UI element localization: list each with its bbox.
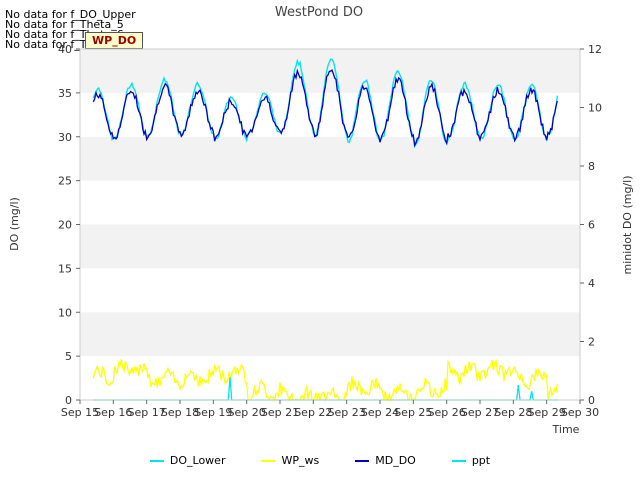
- y-tick-label: 10: [58, 306, 72, 319]
- y2-axis-label: minidot DO (mg/l): [621, 176, 634, 275]
- legend-item: DO_Lower: [149, 454, 226, 467]
- series-line-ppt: [93, 377, 559, 401]
- x-tick-label: Sep 18: [161, 406, 199, 419]
- legend: DO_Lower WP_ws MD_DO ppt: [0, 454, 640, 467]
- y2-tick-label: 12: [588, 43, 602, 56]
- grid-band: [80, 268, 580, 313]
- y-tick-label: 25: [58, 175, 72, 188]
- x-tick-label: Sep 25: [394, 406, 432, 419]
- legend-swatch: [451, 459, 466, 462]
- y2-tick-label: 8: [588, 160, 595, 173]
- x-tick-label: Sep 26: [428, 406, 466, 419]
- y2-tick-label: 10: [588, 102, 602, 115]
- x-axis-label: Time: [552, 423, 580, 436]
- site-badge: WP_DO: [85, 32, 144, 49]
- y-tick-label: 40: [58, 43, 72, 56]
- no-data-message: No data for f_Theta_5: [5, 18, 124, 31]
- legend-label: MD_DO: [375, 454, 416, 467]
- x-tick-label: Sep 17: [128, 406, 166, 419]
- x-tick-label: Sep 30: [561, 406, 599, 419]
- x-tick-label: Sep 21: [261, 406, 299, 419]
- y-tick-label: 30: [58, 131, 72, 144]
- y2-tick-label: 4: [588, 277, 595, 290]
- grid-band: [80, 312, 580, 357]
- legend-item: WP_ws: [261, 454, 319, 467]
- y-tick-label: 15: [58, 262, 72, 275]
- no-data-message: No data for f_Theta_6: [5, 28, 124, 41]
- series-line-md-do: [92, 68, 558, 148]
- x-tick-label: Sep 29: [528, 406, 566, 419]
- y-axis-label: DO (mg/l): [8, 197, 21, 251]
- legend-swatch: [261, 459, 276, 462]
- y-tick-label: 20: [58, 219, 72, 232]
- legend-item: ppt: [451, 454, 491, 467]
- y2-tick-label: 0: [588, 394, 595, 407]
- x-tick-label: Sep 27: [461, 406, 499, 419]
- no-data-message: No data for f_Theta_7: [5, 38, 124, 51]
- x-tick-label: Sep 22: [294, 406, 332, 419]
- legend-item: MD_DO: [355, 454, 416, 467]
- x-tick-label: Sep 19: [194, 406, 232, 419]
- x-tick-label: Sep 20: [228, 406, 266, 419]
- y-tick-label: 35: [58, 87, 72, 100]
- y2-tick-label: 2: [588, 336, 595, 349]
- grid-band: [80, 136, 580, 181]
- x-tick-label: Sep 28: [494, 406, 532, 419]
- y2-tick-label: 6: [588, 219, 595, 232]
- no-data-message: No data for f_DO_Upper: [5, 8, 136, 21]
- x-tick-label: Sep 24: [361, 406, 399, 419]
- x-tick-label: Sep 15: [61, 406, 99, 419]
- x-tick-label: Sep 23: [328, 406, 366, 419]
- legend-label: WP_ws: [281, 454, 320, 467]
- y-tick-label: 5: [65, 350, 72, 363]
- x-tick-label: Sep 16: [94, 406, 132, 419]
- legend-label: DO_Lower: [169, 454, 226, 467]
- chart-title: WestPond DO: [275, 5, 363, 20]
- legend-label: ppt: [471, 454, 491, 467]
- legend-swatch: [355, 459, 370, 462]
- legend-swatch: [149, 459, 164, 462]
- grid-band: [80, 92, 580, 137]
- grid-band: [80, 224, 580, 269]
- grid-band: [80, 180, 580, 225]
- y-tick-label: 0: [65, 394, 72, 407]
